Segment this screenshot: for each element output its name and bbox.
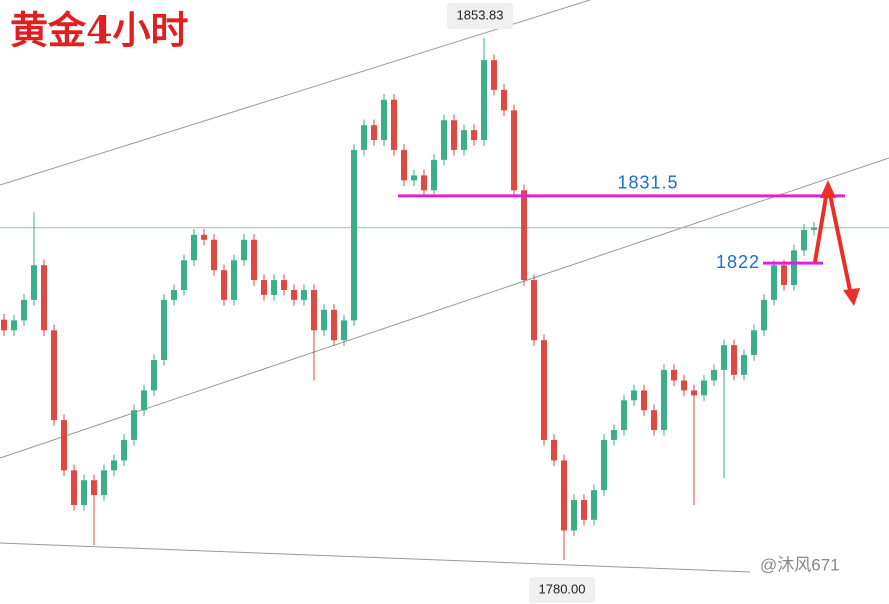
candle-body [241,239,247,261]
candle-body [161,299,167,360]
price-tag-box [447,3,513,29]
plot [0,37,889,561]
candle-body [141,390,147,411]
candle-body [271,280,277,295]
chart-title: 黄金4小时 [10,8,188,53]
candle-body [301,289,307,300]
candle-body [201,234,207,240]
candle-body [521,190,527,281]
candle-body [91,480,97,496]
candle-body [421,175,427,191]
candle-body [751,330,757,356]
candle-body [581,500,587,520]
candle-body [221,270,227,300]
price-tag-box [529,577,595,603]
price-tag: 1780.00 [539,581,586,596]
candle-body [181,260,187,290]
candle-body [491,60,497,90]
candle-body [531,280,537,341]
candle-body [701,380,707,396]
candle-body [231,260,237,300]
candle-body [511,110,517,191]
level-label: 1822 [716,252,760,272]
candle-body [211,239,217,271]
candle-body [321,309,327,331]
candle-body [801,229,807,251]
candle-body [331,309,337,341]
candle-body [131,410,137,440]
candle-body [621,400,627,431]
candle-body [481,60,487,141]
candle-body [11,320,17,331]
candle-body [561,460,567,531]
candle-body [571,500,577,531]
candle-body [671,369,677,381]
candle-body [21,299,27,321]
candle-body [171,289,177,300]
trend-line [0,0,591,186]
trend-line [0,157,889,459]
arrow-head [820,180,836,198]
candle-body [291,289,297,300]
price-tag: 1853.83 [457,7,504,22]
candle-body [381,99,387,141]
candle-body [601,439,607,491]
level-label: 1831.5 [617,173,678,193]
candle-body [771,265,777,300]
candle-body [811,227,817,230]
candle-body [101,470,107,496]
candle-body [501,89,507,111]
candle-body [121,439,127,461]
candle-body [41,265,47,331]
candle-body [251,239,257,281]
candle-body [361,125,367,150]
candle-body [1,319,7,331]
candle-body [391,99,397,150]
trend-line [0,542,751,573]
candle-body [461,130,467,150]
candle-body [781,265,787,286]
candle-body [551,439,557,461]
candle-body [61,420,67,471]
candle-body [641,390,647,411]
candle-body [711,369,717,381]
candle-body [81,480,87,505]
candle-body [371,125,377,141]
candle-body [541,340,547,440]
candle-body [431,159,437,191]
watermark: @沐风671 [760,555,840,574]
candle-body [651,410,657,431]
candle-body [31,265,37,300]
candle-body [631,390,637,401]
candle-body [441,120,447,160]
arrow-head [843,288,860,306]
candle-body [471,130,477,141]
candle-body [151,359,157,391]
candle-body [111,460,117,471]
candle-body [401,149,407,181]
candle-body [791,250,797,286]
candle-body [761,299,767,331]
candle-body [191,234,197,261]
candle-body [721,345,727,370]
candle-body [261,280,267,295]
candle-body [451,120,457,150]
candle-body [411,175,417,181]
candle-body [661,369,667,431]
candle-body [691,390,697,396]
candle-body [611,430,617,440]
candle-body [51,330,57,421]
candle-body [591,490,597,520]
candle-body [351,149,357,321]
candle-body [281,280,287,290]
candle-body [731,345,737,375]
candle-body [741,355,747,375]
candle-body [71,470,77,505]
candle-body [311,289,317,331]
candle-body [341,320,347,341]
candle-body [681,380,687,391]
